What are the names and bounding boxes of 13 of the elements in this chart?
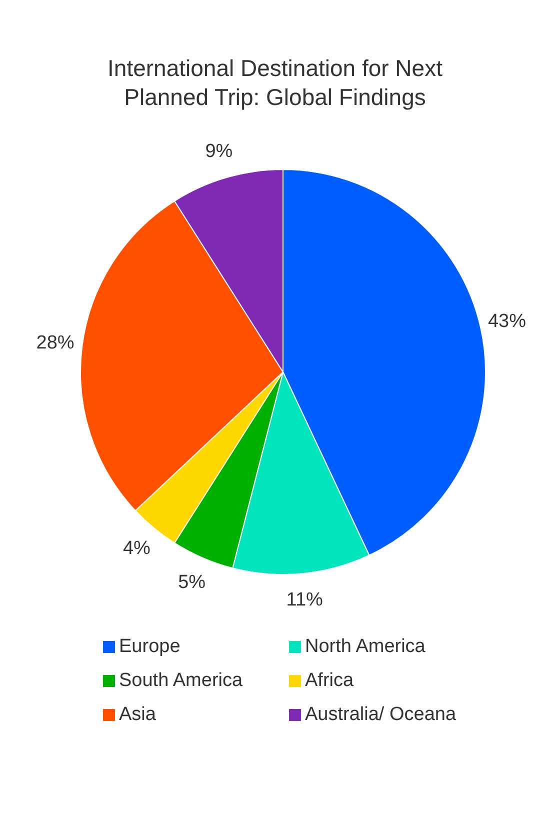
legend-label: Africa <box>305 669 354 693</box>
data-label: 11% <box>286 590 324 611</box>
legend-label: South America <box>119 669 243 693</box>
legend-label: Australia/ Oceana <box>305 703 456 727</box>
data-label: 5% <box>178 572 206 593</box>
legend-label: North America <box>305 635 426 659</box>
legend-label: Asia <box>119 703 156 727</box>
data-label: 9% <box>205 140 233 162</box>
data-label: 43% <box>488 311 526 332</box>
data-label: 28% <box>36 332 74 354</box>
legend-label: Europe <box>119 635 180 659</box>
chart-title: International Destination for Next Planned Trip: Global Findings <box>106 54 444 112</box>
data-label: 4% <box>122 538 151 560</box>
